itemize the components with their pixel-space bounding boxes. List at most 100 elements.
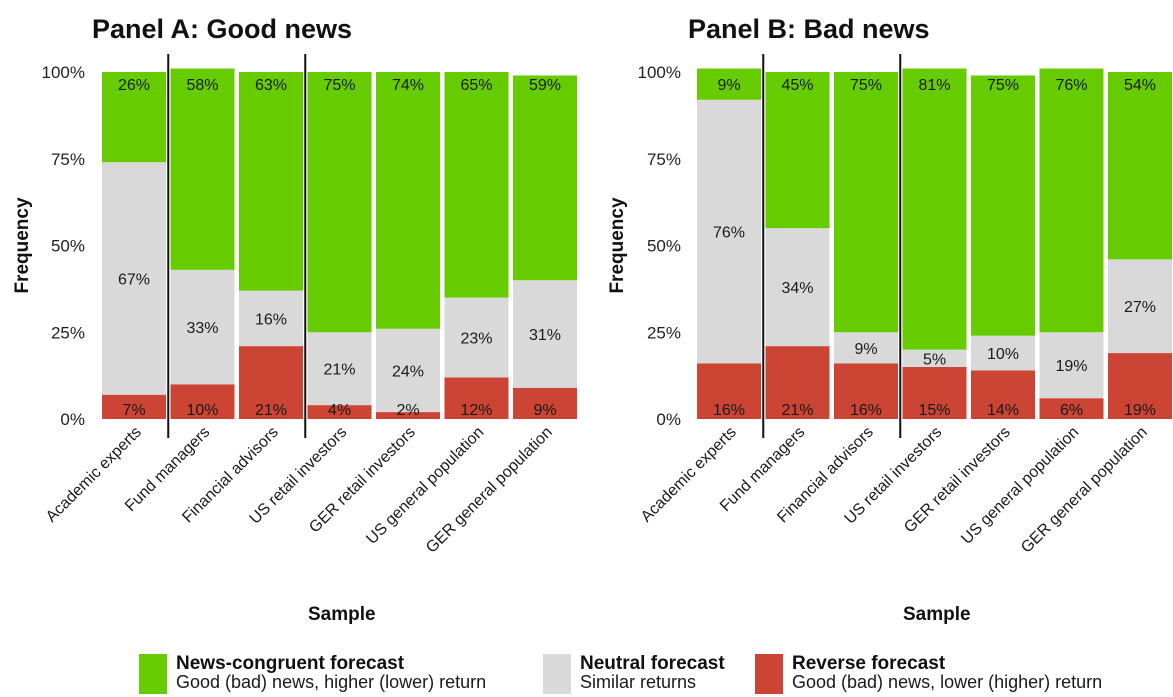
panel-b-x-tick-5: US general population [958,424,1082,548]
panel-a-label-reverse-4: 2% [396,402,419,419]
panel-b-label-neutral-0: 76% [713,225,745,242]
panel-b-label-congruent-4: 75% [987,77,1019,94]
panel-b-bar-congruent-5 [1039,68,1104,333]
panel-b-bar-reverse-3 [902,366,967,419]
panel-a-label-reverse-3: 4% [328,402,351,419]
panel-a-label-congruent-6: 59% [529,77,561,94]
panel-b-bar-reverse-6 [1108,353,1172,419]
panel-b-label-congruent-3: 81% [918,77,950,94]
panel-a-label-congruent-4: 74% [392,77,424,94]
panel-a-x-tick-5: US general population [363,424,487,548]
chart: Panel A: Good news 0% 25% 50% 75% 100% Frequen… [12,14,1172,625]
panel-a-bar-neutral-2 [239,290,303,347]
legend: News-congruent forecast Good (bad) news,… [0,650,1173,697]
panel-a-bar-reverse-6 [513,387,577,419]
panel-a-y-axis-title: Frequency [12,197,33,294]
panel-a-bar-congruent-4 [376,72,440,329]
panel-a-label-reverse-2: 21% [255,402,287,419]
panel-a-x-tick-6: GER general population [423,424,556,557]
panel-a-bar-neutral-1 [170,269,235,385]
panel-b-label-reverse-0: 16% [713,402,745,419]
panel-b-label-congruent-5: 76% [1055,77,1087,94]
panel-a-label-neutral-5: 23% [460,330,492,347]
panel-b-x-axis-title: Sample [903,604,971,625]
panel-b-y-tick-75: 75% [647,150,681,169]
panel-b-bar-reverse-0 [697,363,761,419]
panel-b-y-axis-title: Frequency [607,197,628,294]
panel-b-label-reverse-4: 14% [987,402,1019,419]
panel-b-bar-reverse-1 [765,346,830,419]
panel-b-label-neutral-1: 34% [781,280,813,297]
legend-swatch-reverse [755,654,783,694]
panel-a-y-tick-100: 100% [42,63,85,82]
panel-b-bar-reverse-5 [1039,398,1104,419]
panel-b-bar-congruent-4 [971,75,1035,336]
panel-b-label-neutral-5: 19% [1055,358,1087,375]
panel-a-bar-reverse-3 [307,405,372,419]
panel-b-label-neutral-4: 10% [987,346,1019,363]
panel-b-bar-congruent-1 [765,72,830,229]
panel-b-label-congruent-0: 9% [717,77,740,94]
panel-a-bar-congruent-5 [444,72,509,298]
panel-a-x-axis-title: Sample [308,604,376,625]
panel-a-bar-congruent-0 [102,72,166,163]
panel-a-bar-congruent-2 [239,72,303,291]
panel-a-bar-neutral-3 [307,332,372,406]
panel-a-bar-reverse-5 [444,377,509,419]
panel-b-bar-congruent-6 [1108,72,1172,260]
panel-a-bar-reverse-0 [102,394,166,419]
legend-desc-reverse: Good (bad) news, lower (higher) return [792,672,1103,692]
panel-a-title: Panel A: Good news [92,14,352,44]
panel-a-label-neutral-2: 16% [255,311,287,328]
panel-b-bar-congruent-2 [834,72,898,333]
panel-a-label-reverse-0: 7% [122,402,145,419]
panel-a-label-congruent-5: 65% [460,77,492,94]
panel-a-bar-neutral-4 [376,328,440,413]
panel-a-label-congruent-2: 63% [255,77,287,94]
panel-a-bar-neutral-6 [513,280,577,388]
panel-b-label-congruent-1: 45% [781,77,813,94]
panel-a-bar-congruent-6 [513,75,577,281]
legend-swatch-congruent [139,654,167,694]
panel-a-bar-reverse-2 [239,346,303,419]
panel-a-y-tick-0: 0% [60,410,85,429]
panel-b-label-reverse-3: 15% [918,402,950,419]
panel-b-bar-reverse-4 [971,370,1035,419]
panel-b-bar-neutral-4 [971,335,1035,371]
panel-b-bar-neutral-1 [765,228,830,347]
panel-a-label-reverse-1: 10% [186,402,218,419]
panel-b-label-reverse-6: 19% [1124,402,1156,419]
panel-b-title: Panel B: Bad news [688,14,930,44]
panel-a-y-tick-75: 75% [51,150,85,169]
panel-a-label-reverse-6: 9% [533,402,556,419]
panel-b-label-reverse-5: 6% [1060,402,1083,419]
panel-a-bar-congruent-1 [170,68,235,270]
panel-b-bar-neutral-6 [1108,259,1172,354]
panel-a-bar-neutral-5 [444,297,509,378]
panel-a-bar-reverse-4 [376,412,440,419]
panel-a-y-tick-25: 25% [51,323,85,342]
legend-title-reverse: Reverse forecast [792,653,946,674]
panel-a-label-congruent-3: 75% [323,77,355,94]
panel-b-label-congruent-2: 75% [850,77,882,94]
panel-b-label-neutral-3: 5% [923,351,946,368]
panel-a-label-neutral-1: 33% [186,320,218,337]
panel-b-y-tick-100: 100% [638,63,681,82]
panel-b-y-tick-0: 0% [656,410,681,429]
panel-b-label-reverse-1: 21% [781,402,813,419]
panel-a-label-neutral-6: 31% [529,327,561,344]
panel-b-bar-neutral-3 [902,349,967,367]
panel-a-label-neutral-3: 21% [323,362,355,379]
panel-b-label-neutral-2: 9% [854,341,877,358]
panel-a-label-reverse-5: 12% [460,402,492,419]
panel-a-label-congruent-1: 58% [186,77,218,94]
legend-desc-congruent: Good (bad) news, higher (lower) return [176,672,487,692]
legend-swatch-neutral [543,654,571,694]
panel-b-bar-congruent-3 [902,68,967,350]
panel-b-bar-reverse-2 [834,363,898,419]
panel-b-y-tick-25: 25% [647,323,681,342]
panel-b-label-reverse-2: 16% [850,402,882,419]
legend-desc-neutral: Similar returns [580,672,697,692]
panel-a-bar-reverse-1 [170,384,235,419]
legend-title-congruent: News-congruent forecast [176,653,405,674]
